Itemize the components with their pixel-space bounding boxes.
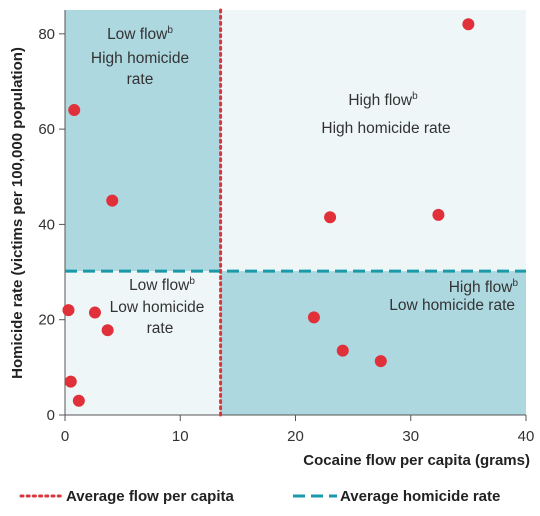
x-tick-label: 20 <box>287 428 304 445</box>
data-point <box>462 18 475 31</box>
x-tick-label: 40 <box>518 428 535 445</box>
data-point <box>68 104 81 117</box>
y-tick-label: 20 <box>38 312 55 329</box>
quadrant-label-low-flow-low-homicide-line2: Low homicide <box>110 299 205 316</box>
data-point <box>324 211 337 224</box>
y-tick-label: 40 <box>38 216 55 233</box>
quadrant-low-flow-high-homicide <box>65 10 221 272</box>
data-point <box>72 394 85 407</box>
legend-item-average-flow: Average flow per capita <box>18 482 234 510</box>
axes: 0 10 20 30 40 0 20 40 60 80 <box>38 10 534 445</box>
data-point <box>88 306 101 319</box>
quadrant-label-low-flow-high-homicide-line2: High homicide <box>91 50 189 67</box>
y-tick-label: 60 <box>38 121 55 138</box>
quadrant-low-flow-low-homicide <box>65 271 221 415</box>
y-tick-label: 0 <box>47 407 55 424</box>
quadrant-backgrounds <box>65 10 526 415</box>
x-tick-label: 10 <box>172 428 189 445</box>
average-lines <box>65 8 526 417</box>
quadrant-label-high-flow-high-homicide: High flowb <box>348 91 418 109</box>
legend-item-average-homicide-rate: Average homicide rate <box>292 482 500 510</box>
data-point <box>307 311 320 324</box>
quadrant-label-low-flow-low-homicide: Low flowb <box>129 276 195 294</box>
legend-dashed-line-swatch <box>293 494 337 498</box>
scatter-chart: 0 10 20 30 40 0 20 40 60 80 Low flowb High homici… <box>9 8 534 469</box>
legend-dotted-line-swatch <box>19 494 65 498</box>
quadrant-high-flow-low-homicide <box>220 271 526 415</box>
data-point <box>336 344 349 357</box>
x-tick-label: 0 <box>61 428 69 445</box>
quadrant-label-low-flow-low-homicide-line3: rate <box>147 320 174 337</box>
x-axis-title: Cocaine flow per capita (grams) <box>303 452 530 469</box>
legend-label-average-homicide-rate: Average homicide rate <box>340 487 501 505</box>
quadrant-label-low-flow-high-homicide: Low flowb <box>107 25 173 43</box>
data-point <box>101 324 114 337</box>
data-points <box>62 18 475 407</box>
legend: Average flow per capita Average homicide… <box>0 482 540 510</box>
quadrant-label-high-flow-high-homicide-line2: High homicide rate <box>321 120 450 137</box>
quadrant-label-low-flow-high-homicide-line3: rate <box>127 71 154 88</box>
legend-label-average-flow: Average flow per capita <box>66 487 234 505</box>
data-point <box>374 355 387 368</box>
quadrant-label-high-flow-low-homicide-line2: Low homicide rate <box>389 297 515 314</box>
data-point <box>106 194 119 207</box>
data-point <box>64 375 77 388</box>
quadrant-high-flow-high-homicide <box>220 10 526 272</box>
y-axis-title: Homicide rate (victims per 100,000 popul… <box>9 47 26 379</box>
x-tick-label: 30 <box>402 428 419 445</box>
data-point <box>432 208 445 221</box>
y-tick-label: 80 <box>38 26 55 43</box>
data-point <box>62 304 75 317</box>
quadrant-label-high-flow-low-homicide: High flowb <box>449 278 519 296</box>
